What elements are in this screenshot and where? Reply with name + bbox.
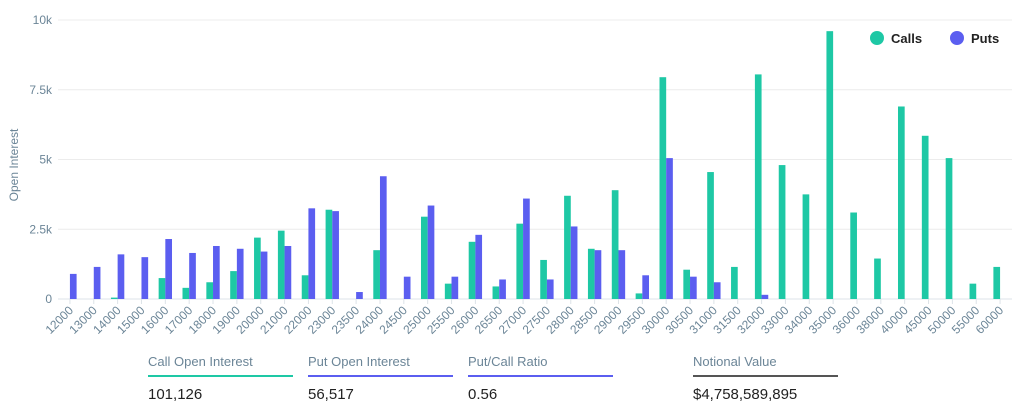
bar [713, 282, 721, 299]
bar [403, 276, 411, 299]
bar [165, 239, 173, 299]
bar [754, 74, 762, 299]
bar [260, 251, 268, 299]
bar [659, 77, 667, 299]
bar [683, 269, 691, 299]
legend-label: Calls [891, 31, 922, 46]
bar [356, 292, 363, 299]
bar [213, 245, 220, 299]
stat-label: Call Open Interest [148, 354, 253, 369]
bar [277, 230, 285, 299]
bar [379, 176, 387, 299]
bar [540, 259, 547, 299]
bar [570, 226, 578, 299]
bar [254, 237, 261, 299]
bar [93, 266, 101, 299]
bar [921, 135, 929, 299]
bar [468, 241, 476, 299]
bar [546, 279, 554, 299]
bar [587, 248, 595, 299]
legend-label: Puts [971, 31, 999, 46]
stat-value: 101,126 [148, 386, 202, 403]
bar [564, 195, 571, 299]
stat-value: $4,758,589,895 [693, 386, 797, 403]
bar [993, 266, 1001, 299]
stat-underline [468, 375, 613, 377]
stat-underline [148, 375, 293, 377]
y-tick-label: 7.5k [29, 83, 53, 97]
bar [492, 286, 500, 299]
bar [69, 273, 77, 299]
bar [611, 190, 619, 299]
bar [897, 106, 905, 300]
bar [499, 279, 506, 299]
bar [635, 293, 643, 299]
stat-label: Put/Call Ratio [468, 354, 547, 369]
bar [236, 248, 244, 299]
bar [945, 158, 953, 299]
bar [182, 287, 190, 299]
bar [189, 252, 196, 299]
legend-marker [950, 31, 964, 45]
bar [642, 275, 650, 299]
bar [594, 250, 602, 299]
bar [451, 276, 459, 299]
bar [427, 205, 435, 299]
bar [826, 31, 834, 299]
bar [301, 275, 309, 299]
bar [690, 276, 697, 299]
bar [117, 254, 125, 299]
bar [110, 297, 118, 299]
bar [666, 158, 673, 299]
bar [230, 271, 237, 299]
bar [618, 250, 626, 299]
bar [802, 194, 810, 299]
bar [523, 198, 530, 299]
y-tick-label: 10k [33, 13, 53, 27]
stat-label: Put Open Interest [308, 354, 410, 369]
stat-underline [308, 375, 453, 377]
y-tick-label: 2.5k [29, 222, 53, 236]
bar [874, 258, 881, 299]
bar [761, 294, 769, 299]
bar [325, 209, 333, 299]
bar [969, 283, 977, 299]
bar [516, 223, 524, 299]
stat-value: 56,517 [308, 386, 354, 403]
bar [284, 245, 292, 299]
x-tick-label: 60000 [973, 303, 1007, 337]
bar [731, 266, 738, 299]
stat-label: Notional Value [693, 354, 777, 369]
legend-marker [870, 31, 884, 45]
bar [420, 216, 428, 299]
bar [444, 283, 452, 299]
y-tick-label: 0 [45, 292, 52, 306]
bar [332, 211, 339, 299]
y-tick-label: 5k [39, 153, 53, 167]
y-axis-label: Open Interest [7, 128, 21, 201]
bar [308, 208, 316, 299]
bar [778, 165, 786, 299]
bar [850, 212, 857, 299]
bar [475, 234, 483, 299]
stat-underline [693, 375, 838, 377]
bar [707, 172, 714, 299]
bar [373, 250, 380, 299]
bar [158, 278, 166, 299]
bar [206, 282, 214, 299]
bar [141, 257, 149, 299]
stat-value: 0.56 [468, 386, 497, 403]
